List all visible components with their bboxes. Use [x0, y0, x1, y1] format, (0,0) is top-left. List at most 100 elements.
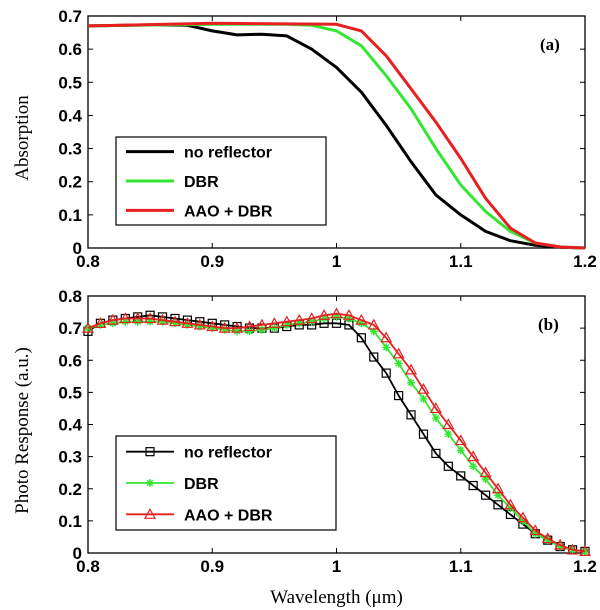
- y-tick-label: 0.3: [58, 448, 82, 467]
- data-point: [307, 317, 316, 326]
- data-point: [156, 313, 169, 325]
- data-point: [456, 471, 466, 481]
- y-axis-label: Absorption: [12, 95, 33, 181]
- x-tick-label: 1.2: [573, 252, 597, 271]
- panel-a-absorption-chart: 0.8 0.9 1 1.1 1.2 0 0.1 0.2 0.3 0.4 0.5 0.6 0.7 (a) Ab…: [12, 7, 597, 271]
- x-tick-label: 1: [332, 252, 341, 271]
- series-line-aao-dbr: [87, 21, 586, 250]
- y-tick-label: 0.1: [58, 206, 82, 225]
- data-point: [394, 359, 403, 368]
- data-point: [369, 327, 378, 336]
- y-tick-label: 0.6: [58, 40, 82, 59]
- data-point: [233, 327, 242, 336]
- data-point: [146, 317, 155, 326]
- series-line-aao-dbr: [87, 312, 586, 553]
- data-point: [380, 331, 393, 343]
- data-point: [554, 538, 567, 550]
- data-point: [454, 434, 467, 446]
- data-point: [144, 312, 157, 324]
- data-point: [243, 320, 256, 332]
- data-point: [394, 390, 404, 401]
- data-point: [504, 498, 517, 510]
- y-tick-label: 0: [73, 544, 82, 563]
- x-tick-label: 0.8: [76, 252, 100, 271]
- y-tick-label: 0.1: [58, 512, 82, 531]
- data-point: [543, 536, 552, 545]
- data-point: [183, 320, 192, 329]
- data-point: [270, 324, 279, 333]
- legend: no reflector DBR AAO + DBR: [115, 136, 327, 226]
- data-point: [295, 319, 304, 328]
- data-point: [344, 314, 353, 323]
- data-point: [293, 313, 306, 325]
- y-tick-label: 0.4: [58, 416, 82, 435]
- data-point: [81, 321, 95, 333]
- data-point: [418, 429, 429, 439]
- data-point: [442, 418, 455, 430]
- data-point: [469, 462, 478, 471]
- data-point: [131, 312, 144, 324]
- data-point: [133, 317, 142, 326]
- legend-label: no reflector: [184, 145, 272, 162]
- x-tick-label: 0.8: [76, 557, 100, 576]
- data-point: [578, 545, 592, 556]
- data-point: [431, 448, 441, 459]
- data-point: [218, 321, 231, 333]
- data-point: [158, 317, 167, 326]
- x-tick-label: 0.9: [200, 252, 224, 271]
- data-point: [556, 542, 565, 551]
- y-axis-label: Photo Response (a.u.): [12, 347, 33, 514]
- y-tick-label: 0.6: [58, 351, 82, 370]
- data-point: [468, 480, 478, 491]
- data-point: [342, 309, 355, 320]
- y-tick-label: 0.5: [58, 383, 82, 402]
- data-point: [268, 317, 281, 328]
- data-point: [96, 320, 105, 329]
- data-point: [481, 490, 491, 500]
- legend-marker: [145, 447, 155, 457]
- data-point: [106, 313, 119, 325]
- y-tick-label: 0.5: [58, 73, 82, 92]
- data-point: [541, 532, 554, 544]
- y-tick-label: 0: [73, 239, 82, 258]
- x-tick-label: 1.2: [573, 557, 597, 576]
- data-point: [208, 324, 217, 333]
- data-point: [282, 320, 291, 329]
- data-point: [332, 312, 341, 321]
- panel-tag: (b): [538, 315, 559, 334]
- legend: no reflector DBR AAO + DBR: [115, 435, 337, 531]
- data-point: [443, 461, 453, 471]
- legend-label: AAO + DBR: [184, 507, 273, 524]
- x-tick-label: 1.1: [449, 252, 473, 271]
- data-point: [481, 475, 490, 484]
- y-tick-label: 0.4: [58, 106, 82, 125]
- data-point: [417, 382, 430, 394]
- data-point: [429, 402, 442, 414]
- panel-tag: (a): [540, 35, 560, 54]
- data-point: [94, 317, 107, 328]
- y-tick-label: 0.3: [58, 140, 82, 159]
- data-point: [170, 319, 179, 328]
- data-point: [355, 313, 368, 325]
- data-point: [305, 312, 318, 324]
- data-point: [255, 318, 268, 330]
- data-point: [231, 321, 244, 333]
- data-point: [431, 414, 440, 423]
- data-point: [318, 309, 331, 320]
- y-tick-label: 0.2: [58, 173, 82, 192]
- data-point: [531, 529, 540, 538]
- legend-label: no reflector: [184, 445, 272, 462]
- data-point: [382, 343, 391, 352]
- data-point: [121, 317, 130, 326]
- data-point: [566, 543, 579, 555]
- data-point: [406, 410, 416, 420]
- data-point: [369, 352, 379, 362]
- data-point: [516, 511, 529, 523]
- legend-label: DBR: [184, 174, 219, 191]
- data-point: [257, 325, 266, 334]
- data-point: [492, 482, 505, 494]
- data-point: [392, 347, 405, 359]
- data-point: [168, 315, 181, 327]
- data-point: [119, 312, 132, 324]
